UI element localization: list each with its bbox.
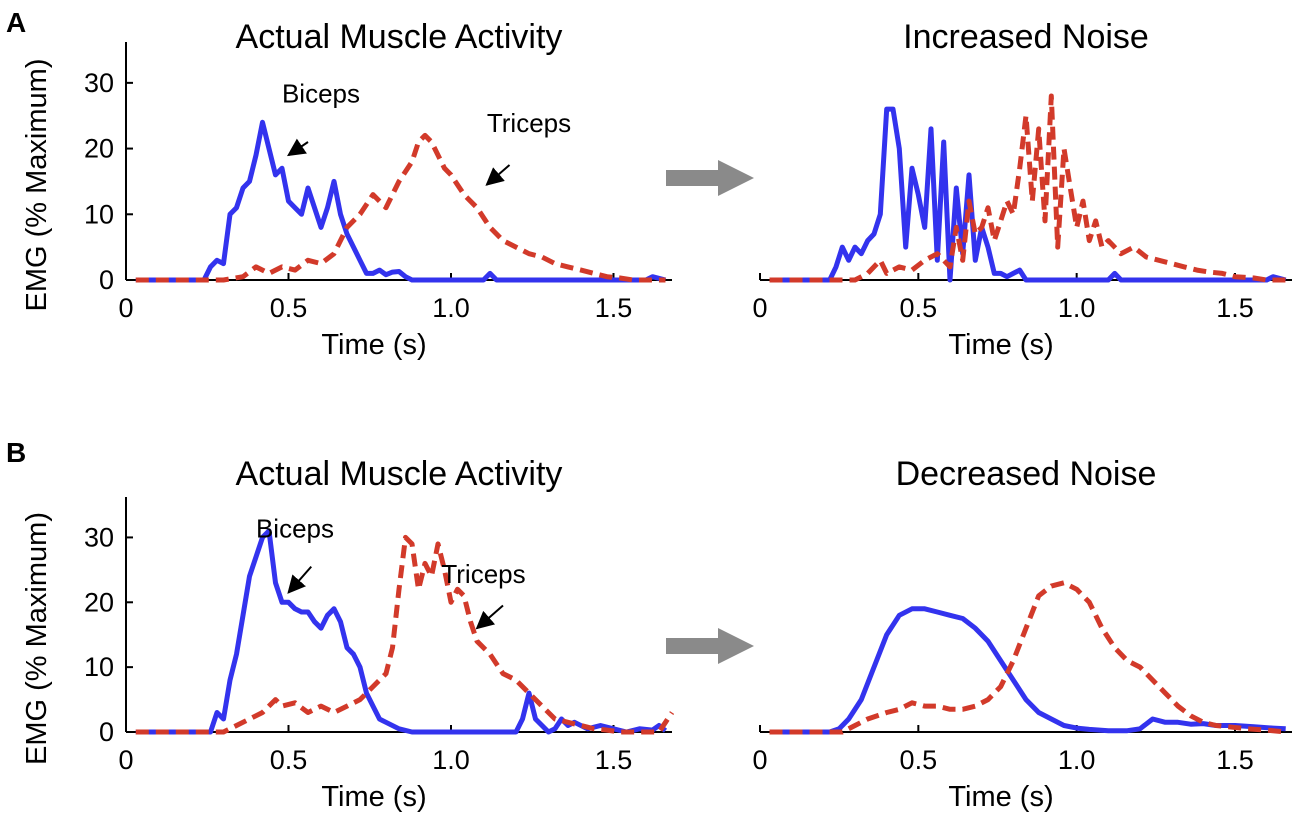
- y-tick-label: 0: [99, 717, 114, 747]
- x-tick-label: 0.5: [270, 293, 308, 323]
- chart-b-left: Actual Muscle Activity 0 0.5 1.0 1.5 Time (s)…: [21, 455, 675, 813]
- transform-arrow-a: [666, 160, 754, 196]
- x-tick-label: 1.0: [432, 293, 470, 323]
- series-line-triceps: [135, 534, 675, 735]
- series-line-biceps: [135, 528, 668, 735]
- y-axis-label: EMG (% Maximum): [21, 512, 53, 765]
- x-tick-label: 0: [752, 745, 767, 775]
- panel-label-b: B: [6, 437, 26, 468]
- x-axis-label: Time (s): [321, 781, 426, 813]
- panel-label-a: A: [6, 7, 26, 38]
- chart-title: Actual Muscle Activity: [236, 455, 563, 493]
- annotation-biceps: Biceps: [282, 79, 360, 109]
- chart-a-left: Actual Muscle Activity 0 0.5 1.0 1.5 Time (s)…: [21, 18, 672, 361]
- annotation-arrow-triceps: [485, 164, 511, 186]
- y-axis-label: EMG (% Maximum): [21, 59, 53, 312]
- y-tick-label: 10: [84, 652, 114, 682]
- x-tick-label: 0: [118, 745, 133, 775]
- x-tick-label: 1.0: [1058, 745, 1096, 775]
- series-line-biceps: [135, 119, 667, 283]
- y-tick-label: 30: [84, 522, 114, 552]
- annotation-arrow-biceps: [287, 138, 309, 157]
- series-line-biceps: [769, 606, 1286, 735]
- chart-title: Increased Noise: [903, 18, 1149, 56]
- x-tick-label: 1.5: [595, 293, 633, 323]
- x-tick-label: 0.5: [270, 745, 308, 775]
- x-tick-label: 0: [752, 293, 767, 323]
- y-tick-label: 20: [84, 587, 114, 617]
- series-line-triceps: [135, 132, 666, 283]
- chart-title: Decreased Noise: [896, 455, 1157, 493]
- annotation-arrow-biceps: [287, 565, 313, 594]
- y-tick-label: 0: [99, 265, 114, 295]
- x-tick-label: 1.0: [1058, 293, 1096, 323]
- y-tick-label: 10: [84, 199, 114, 229]
- x-tick-label: 0.5: [900, 293, 938, 323]
- x-axis-label: Time (s): [948, 329, 1053, 361]
- chart-a-right: Increased Noise 0 0.5 1.0 1.5 Time (s): [752, 18, 1292, 361]
- annotation-arrow-triceps: [475, 604, 504, 630]
- x-tick-label: 0.5: [900, 745, 938, 775]
- x-tick-label: 0: [118, 293, 133, 323]
- series-line-biceps: [769, 106, 1287, 283]
- annotation-triceps: Triceps: [441, 559, 525, 589]
- transform-arrow-b: [666, 628, 754, 664]
- series-line-triceps: [769, 93, 1286, 283]
- x-tick-label: 1.5: [1216, 293, 1254, 323]
- x-tick-label: 1.5: [595, 745, 633, 775]
- x-tick-label: 1.0: [432, 745, 470, 775]
- annotation-triceps: Triceps: [487, 108, 571, 138]
- x-axis-label: Time (s): [321, 329, 426, 361]
- annotation-biceps: Biceps: [256, 513, 334, 543]
- y-tick-label: 20: [84, 134, 114, 164]
- chart-title: Actual Muscle Activity: [236, 18, 563, 56]
- series-line-triceps: [769, 580, 1286, 735]
- y-tick-label: 30: [84, 68, 114, 98]
- chart-b-right: Decreased Noise 0 0.5 1.0 1.5 Time (s): [752, 455, 1292, 813]
- x-axis-label: Time (s): [948, 781, 1053, 813]
- x-tick-label: 1.5: [1216, 745, 1254, 775]
